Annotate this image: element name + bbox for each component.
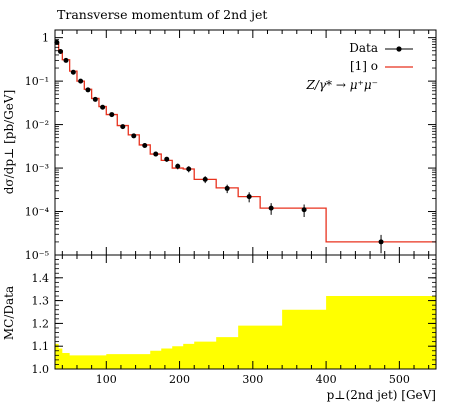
main-ytick-label: 10⁻⁴ xyxy=(25,206,50,219)
ratio-ylabel: MC/Data xyxy=(2,286,16,340)
data-point xyxy=(378,239,384,245)
ratio-ytick-label: 1.4 xyxy=(32,272,50,285)
data-point xyxy=(120,124,126,130)
ratio-ytick-label: 1.3 xyxy=(32,295,50,308)
ratio-fills xyxy=(55,296,436,370)
data-point xyxy=(224,185,230,191)
data-point xyxy=(78,78,84,84)
xtick-label: 300 xyxy=(242,373,263,386)
xtick-label: 100 xyxy=(96,373,117,386)
data-point xyxy=(109,112,115,118)
data-point xyxy=(301,207,307,213)
ratio-ytick-label: 1.1 xyxy=(32,340,50,353)
main-frame xyxy=(54,29,437,256)
ratio-frame xyxy=(54,254,437,370)
ratio-ticks: 1.0 1.1 1.2 1.3 1.4 100 200 300 400 500 xyxy=(32,255,436,386)
mc-data-ratio-band xyxy=(55,296,436,369)
data-point xyxy=(268,205,274,211)
data-point xyxy=(92,96,98,102)
data-point xyxy=(57,49,63,55)
main-ytick-label: 10⁻³ xyxy=(25,162,49,175)
legend-process-label: Z/γ* → μ⁺μ⁻ xyxy=(305,78,378,92)
legend-mc-label: [1] o xyxy=(350,59,378,73)
xtick-label: 400 xyxy=(316,373,337,386)
main-ylabel: dσ/dp⊥ [pb/GeV] xyxy=(2,90,16,195)
mc-histogram-line xyxy=(55,42,436,243)
data-point xyxy=(202,176,208,182)
ratio-panel: 1.0 1.1 1.2 1.3 1.4 100 200 300 400 500 MC/Data p… xyxy=(2,254,437,402)
data-point xyxy=(153,151,159,157)
data-point xyxy=(175,163,181,169)
data-point xyxy=(63,57,69,63)
data-point xyxy=(54,39,60,45)
ratio-ytick-label: 1.0 xyxy=(32,363,50,376)
legend-data-label: Data xyxy=(349,41,378,55)
xtick-label: 200 xyxy=(169,373,190,386)
data-point xyxy=(70,69,76,75)
chart-title: Transverse momentum of 2nd jet xyxy=(57,7,267,22)
x-axis-label: p⊥(2nd jet) [GeV] xyxy=(327,388,436,402)
data-point xyxy=(85,87,91,93)
legend: Data [1] o Z/γ* → μ⁺μ⁻ xyxy=(305,41,413,92)
main-ytick-label: 10⁻⁵ xyxy=(25,249,49,262)
legend-data-marker xyxy=(396,46,402,52)
main-marks xyxy=(54,39,436,254)
xtick-label: 500 xyxy=(389,373,410,386)
ratio-ytick-label: 1.2 xyxy=(32,317,50,330)
data-point xyxy=(131,133,137,139)
data-point xyxy=(164,156,170,162)
main-ytick-label: 10⁻¹ xyxy=(25,75,49,88)
main-ticks: 1 10⁻¹ 10⁻² 10⁻³ 10⁻⁴ 10⁻⁵ xyxy=(25,30,436,262)
data-point xyxy=(142,143,148,149)
data-point xyxy=(100,104,106,110)
data-point xyxy=(186,166,192,172)
main-ytick-label: 10⁻² xyxy=(25,119,49,132)
main-ytick-label: 1 xyxy=(42,32,49,45)
data-point xyxy=(246,194,252,200)
